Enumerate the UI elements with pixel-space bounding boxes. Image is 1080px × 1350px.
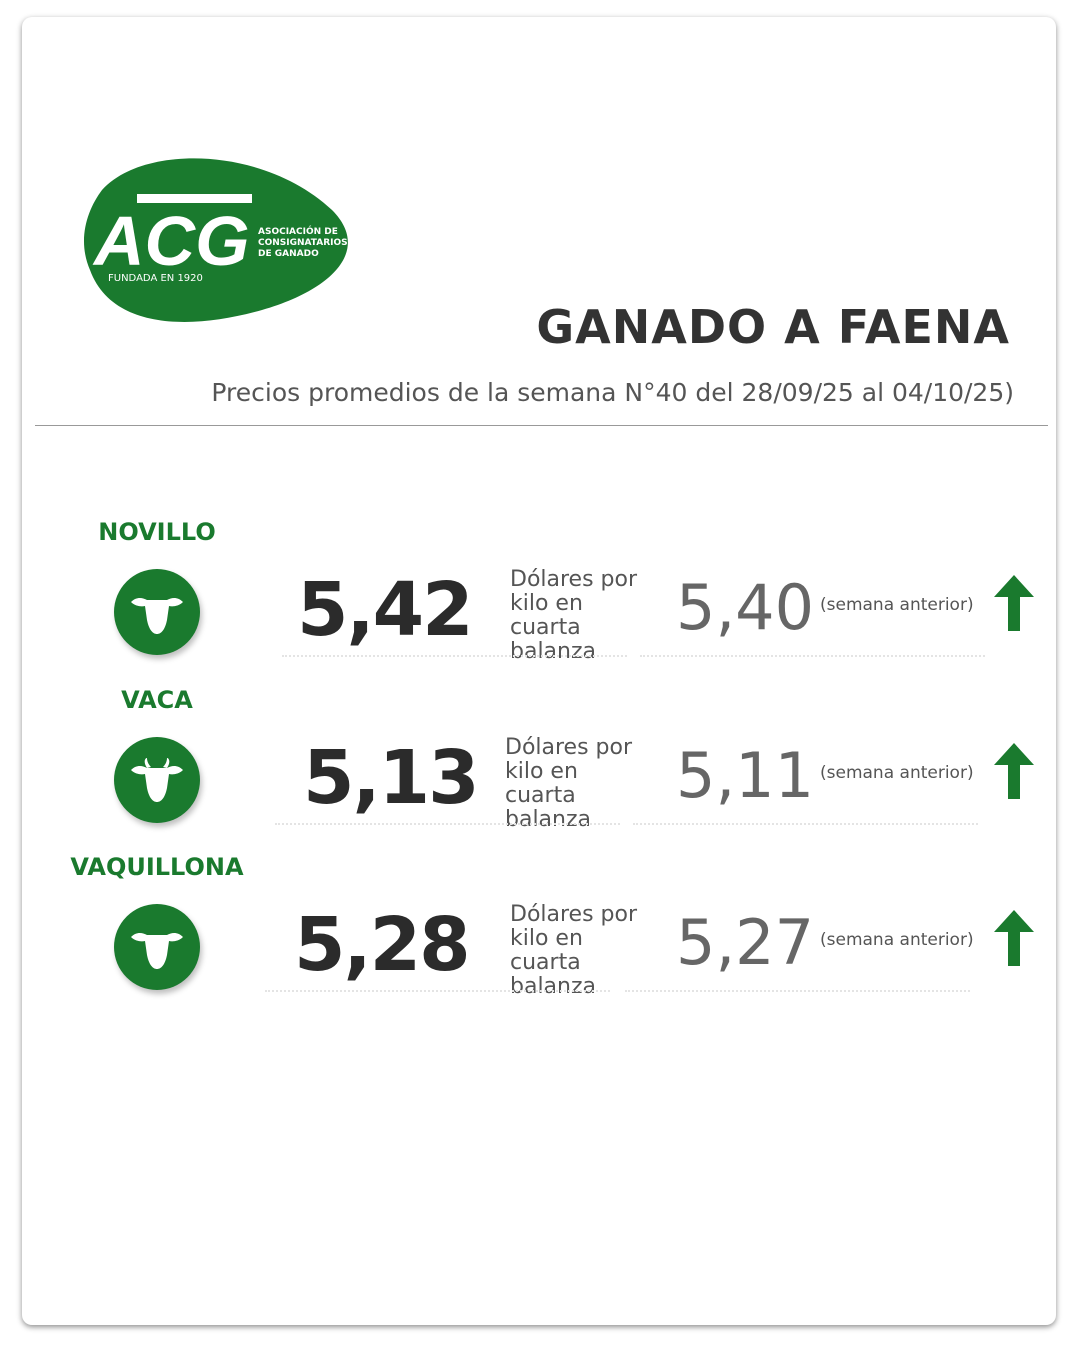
svg-text:ASOCIACIÓN DE: ASOCIACIÓN DE xyxy=(258,225,338,237)
svg-text:CONSIGNATARIOS: CONSIGNATARIOS xyxy=(258,238,348,248)
category-label: VAQUILLONA xyxy=(70,853,244,881)
dotted-divider xyxy=(625,990,970,992)
dotted-divider xyxy=(633,823,978,825)
current-price: 5,42 xyxy=(297,567,474,653)
arrow-up-icon xyxy=(994,743,1034,799)
price-unit: Dólares por kilo en cuarta balanza xyxy=(505,735,633,832)
previous-price: 5,40 xyxy=(676,571,815,644)
dotted-divider xyxy=(640,655,985,657)
dotted-divider xyxy=(282,655,627,657)
cattle-head-icon xyxy=(114,569,200,655)
current-price: 5,13 xyxy=(303,735,480,821)
price-unit: Dólares por kilo en cuarta balanza xyxy=(510,567,638,664)
previous-label: (semana anterior) xyxy=(820,595,974,615)
svg-text:DE GANADO: DE GANADO xyxy=(258,249,319,259)
cattle-head-icon xyxy=(114,904,200,990)
acg-logo: ACG ASOCIACIÓN DE CONSIGNATARIOS DE GANA… xyxy=(83,158,348,322)
page-subtitle: Precios promedios de la semana N°40 del … xyxy=(211,378,1014,407)
arrow-up-icon xyxy=(994,575,1034,631)
arrow-up-icon xyxy=(994,910,1034,966)
dotted-divider xyxy=(265,990,610,992)
cow-head-icon xyxy=(114,737,200,823)
previous-label: (semana anterior) xyxy=(820,763,974,783)
category-label: VACA xyxy=(121,686,193,714)
previous-price: 5,11 xyxy=(676,739,815,812)
divider xyxy=(35,425,1048,426)
page-title: GANADO A FAENA xyxy=(536,300,1010,354)
price-unit: Dólares por kilo en cuarta balanza xyxy=(510,902,638,999)
category-label: NOVILLO xyxy=(98,518,216,546)
svg-text:ACG: ACG xyxy=(92,202,250,280)
current-price: 5,28 xyxy=(294,902,471,988)
previous-label: (semana anterior) xyxy=(820,930,974,950)
previous-price: 5,27 xyxy=(676,906,815,979)
dotted-divider xyxy=(275,823,620,825)
svg-text:FUNDADA EN 1920: FUNDADA EN 1920 xyxy=(108,273,203,284)
